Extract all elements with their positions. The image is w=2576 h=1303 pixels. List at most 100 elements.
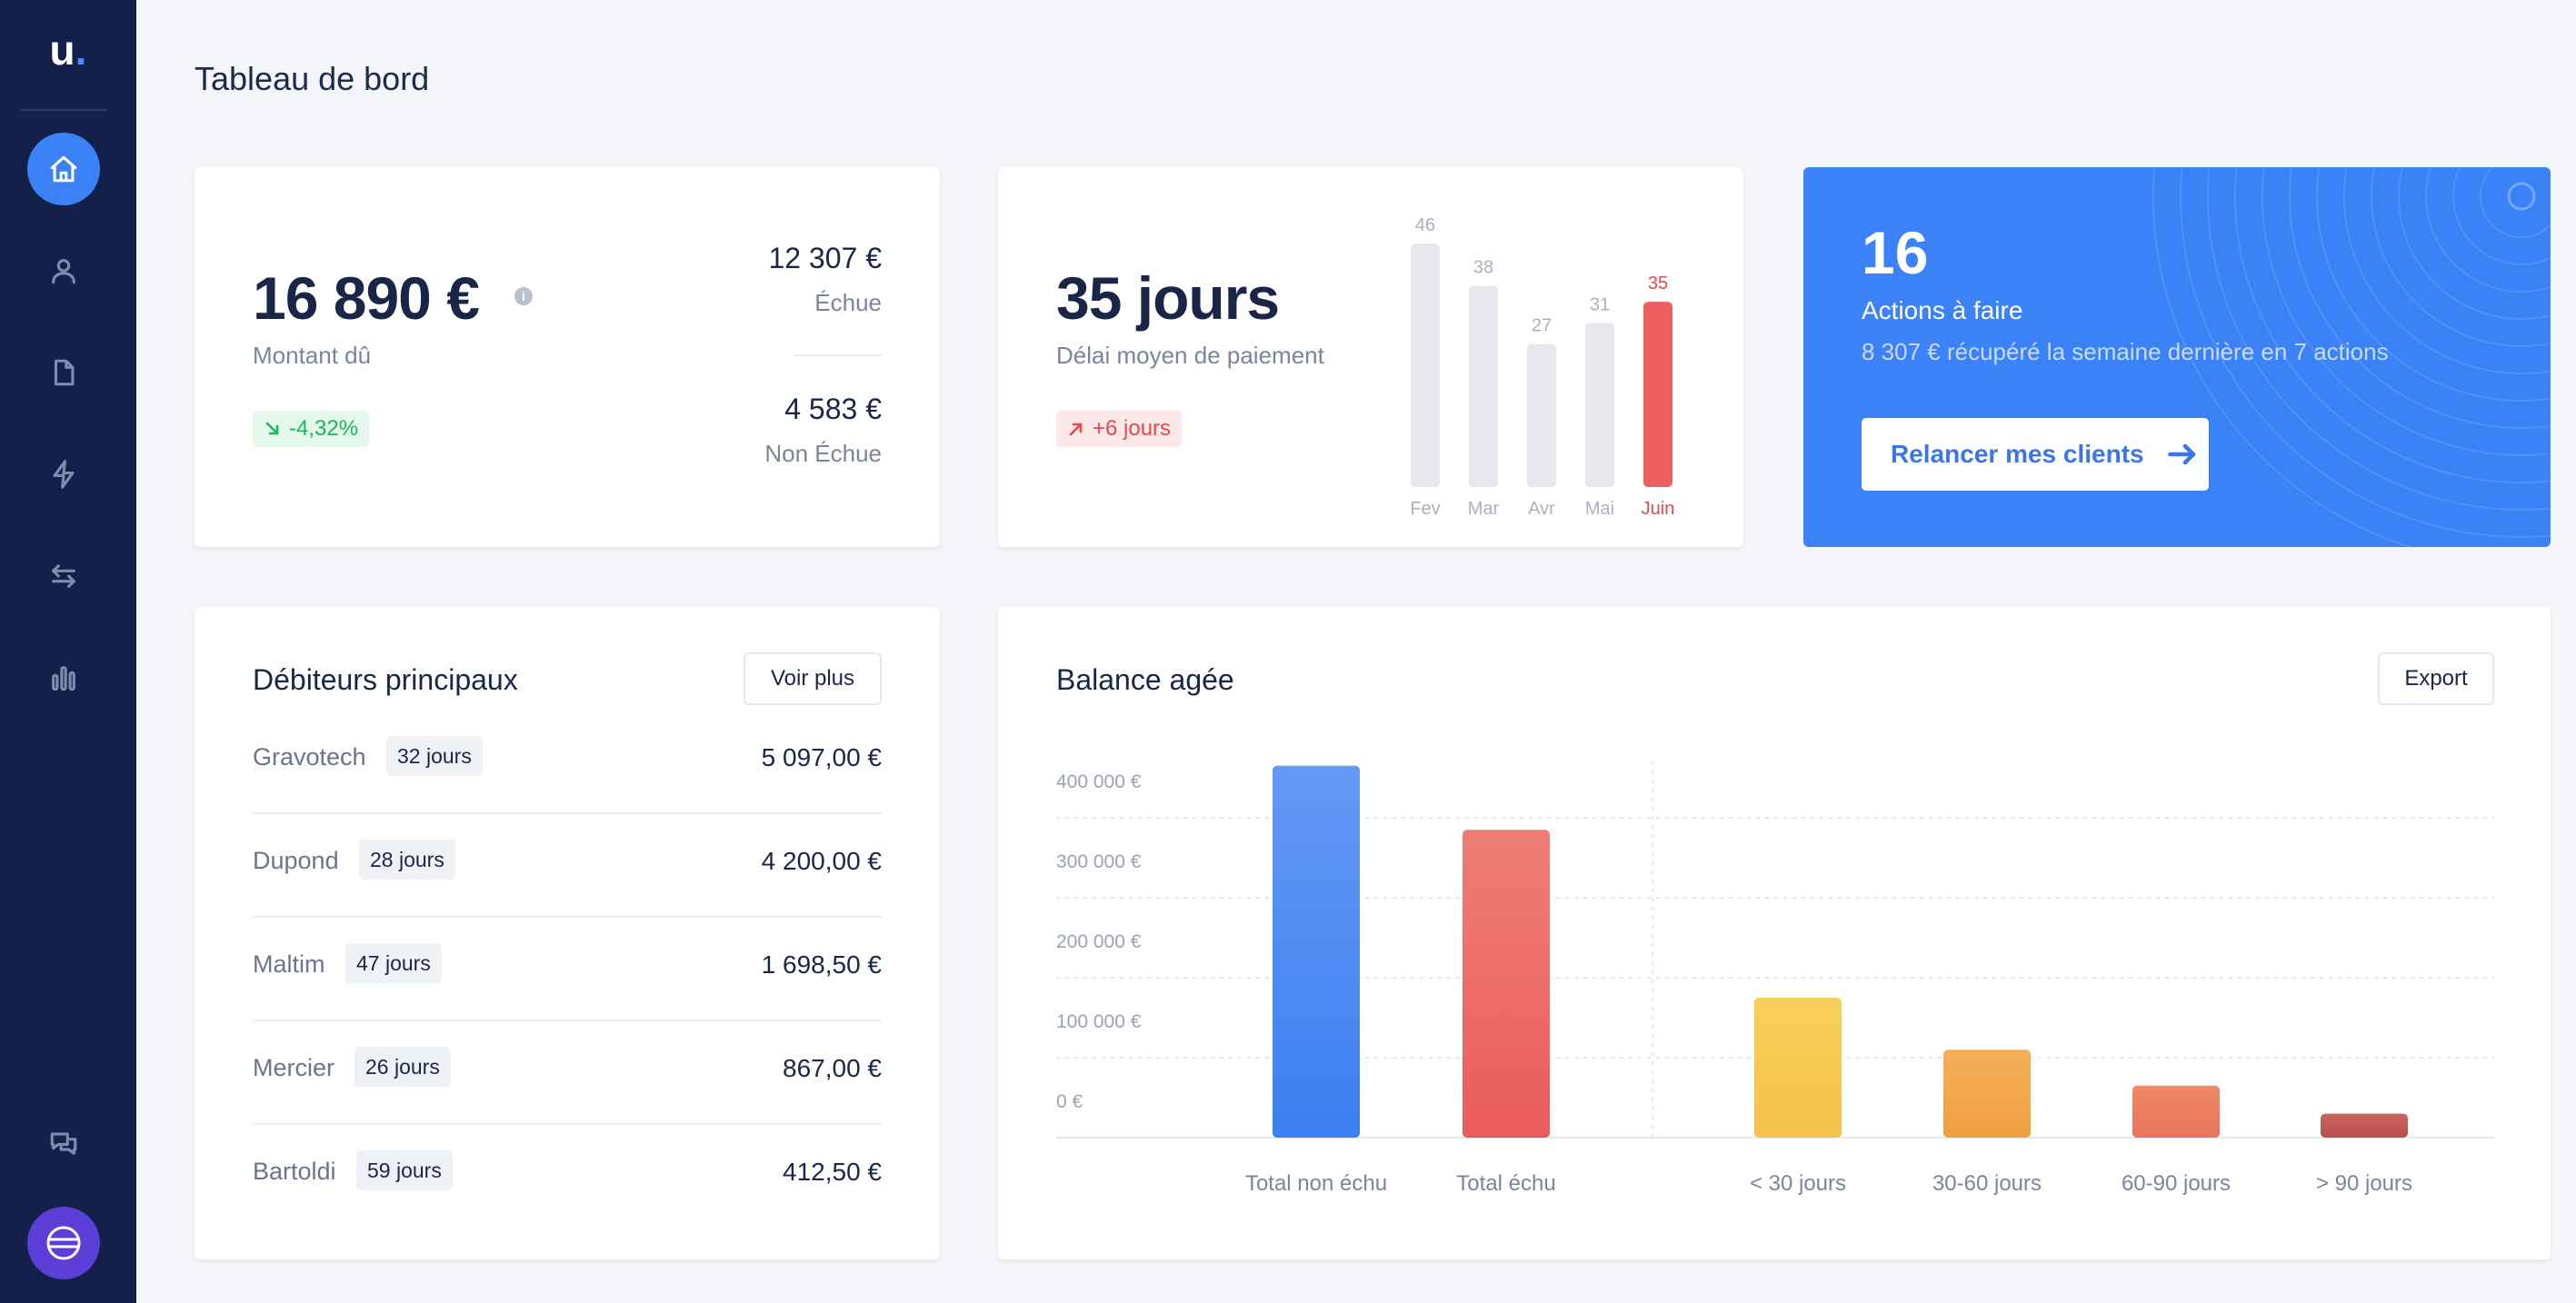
y-tick-label: 0 €	[1056, 1091, 1083, 1112]
mini-bar-value: 27	[1532, 316, 1552, 336]
debtor-name: Bartoldi	[253, 1158, 336, 1185]
y-tick-label: 200 000 €	[1056, 931, 1142, 952]
x-category-label: Total non échu	[1245, 1171, 1387, 1196]
mini-bar-value: 35	[1648, 274, 1668, 293]
y-tick-label: 300 000 €	[1056, 851, 1142, 872]
sidebar-divider	[20, 109, 107, 111]
x-category-label: Total échu	[1456, 1171, 1555, 1196]
mini-bar-label: Fev	[1410, 499, 1440, 519]
aged-bar	[2321, 1113, 2408, 1138]
debtor-row[interactable]: Maltim 47 jours 1 698,50 €	[253, 918, 882, 1021]
remind-clients-label: Relancer mes clients	[1891, 440, 2144, 468]
sidebar-item-analytics[interactable]	[27, 642, 100, 714]
debtor-amount: 5 097,00 €	[761, 743, 882, 771]
payment-delay-card: 35 jours Délai moyen de paiement +6 jour…	[998, 167, 1743, 547]
home-icon	[50, 155, 77, 183]
aged-balance-title: Balance agée	[1056, 663, 1234, 696]
sidebar-item-transactions[interactable]	[27, 540, 100, 612]
logo[interactable]: u.	[49, 26, 87, 74]
y-tick-label: 400 000 €	[1056, 771, 1142, 792]
debtor-row[interactable]: Gravotech 32 jours 5 097,00 €	[253, 711, 882, 814]
debtor-name: Gravotech	[253, 743, 366, 771]
sidebar-item-chat[interactable]	[27, 1107, 100, 1179]
decorative-rings	[2152, 167, 2551, 547]
top-debtors-card: Débiteurs principaux Voir plus Gravotech…	[195, 607, 940, 1259]
mini-bar-fev	[1411, 244, 1440, 487]
mini-bar-label: Mar	[1468, 499, 1500, 519]
lightning-icon	[53, 460, 75, 489]
mini-bar-mai	[1585, 323, 1614, 487]
sidebar: u.	[0, 0, 136, 1303]
debtor-days-badge: 32 jours	[386, 736, 483, 776]
amount-trend-value: -4,32%	[289, 416, 359, 441]
debtor-days-badge: 28 jours	[359, 840, 455, 880]
user-icon	[52, 259, 75, 284]
mini-bar-value: 38	[1473, 258, 1493, 278]
x-category-label: 60-90 jours	[2122, 1171, 2231, 1196]
actions-subtitle: 8 307 € récupéré la semaine dernière en …	[1862, 338, 2389, 365]
info-icon[interactable]: i	[514, 287, 533, 305]
monthly-delay-chart: 46 Fev 38 Mar 27 Avr 31 Mai 35 Juin	[1410, 215, 1675, 519]
amount-due-label: Montant dû	[253, 342, 372, 369]
mini-bar-label: Avr	[1528, 499, 1555, 519]
workspace-avatar-icon	[46, 1226, 81, 1260]
sidebar-item-clients[interactable]	[27, 234, 100, 307]
aged-balance-chart: 0 € 100 000 € 200 000 € 300 000 € 400 000 € T…	[1056, 761, 2494, 1196]
arrow-up-right-icon	[1069, 423, 1083, 436]
remind-clients-button[interactable]: Relancer mes clients	[1862, 418, 2209, 491]
actions-count: 16	[1862, 219, 1929, 286]
debtor-days-badge: 59 jours	[356, 1150, 453, 1190]
x-category-label: 30-60 jours	[1932, 1171, 2042, 1196]
debtor-days-badge: 26 jours	[354, 1047, 451, 1087]
page-title: Tableau de bord	[195, 60, 430, 97]
debtor-amount: 1 698,50 €	[761, 950, 882, 979]
mini-bar-juin	[1643, 302, 1672, 487]
mini-bar-label: Mai	[1585, 499, 1614, 519]
debtor-name: Dupond	[253, 847, 339, 874]
arrow-down-right-icon	[265, 422, 279, 435]
payment-delay-value: 35 jours	[1056, 264, 1280, 332]
document-icon	[54, 359, 75, 386]
actions-card: 16 Actions à faire 8 307 € récupéré la s…	[1803, 167, 2551, 547]
sidebar-item-home[interactable]	[27, 133, 100, 205]
debtor-row[interactable]: Mercier 26 jours 867,00 €	[253, 1021, 882, 1125]
aged-bar	[1754, 998, 1842, 1138]
debtor-name: Maltim	[253, 950, 325, 978]
due-label: Échue	[814, 289, 882, 316]
arrow-right-icon	[2167, 443, 2195, 465]
workspace-avatar[interactable]	[27, 1207, 100, 1279]
debtor-name: Mercier	[253, 1054, 335, 1081]
x-category-label: < 30 jours	[1750, 1171, 1846, 1196]
chat-icon	[50, 1132, 77, 1155]
aged-balance-card: Balance agée Export 0 € 100 000 € 200 000 …	[998, 607, 2551, 1259]
transfer-icon	[52, 564, 75, 588]
payment-delay-label: Délai moyen de paiement	[1056, 342, 1324, 369]
mini-bar-avr	[1527, 343, 1556, 487]
mini-bar-label: Juin	[1642, 499, 1675, 519]
x-category-label: > 90 jours	[2316, 1171, 2412, 1196]
bar-chart-icon	[52, 666, 75, 691]
aged-bar	[1273, 765, 1360, 1138]
amount-due-value: 16 890 €	[253, 264, 480, 332]
due-amount: 12 307 €	[768, 242, 882, 274]
export-button[interactable]: Export	[2378, 652, 2494, 705]
aged-bar	[2132, 1085, 2220, 1138]
aged-bar	[1943, 1049, 2031, 1138]
see-more-button[interactable]: Voir plus	[744, 652, 882, 705]
delay-trend-value: +6 jours	[1093, 416, 1172, 441]
mini-bar-value: 31	[1590, 294, 1610, 314]
delay-trend-badge: +6 jours	[1056, 411, 1183, 447]
debtor-row[interactable]: Bartoldi 59 jours 412,50 €	[253, 1125, 882, 1228]
debtor-amount: 4 200,00 €	[761, 847, 882, 875]
sidebar-item-actions[interactable]	[27, 438, 100, 511]
y-tick-label: 100 000 €	[1056, 1011, 1142, 1032]
mini-bar-mar	[1469, 285, 1498, 487]
amount-due-card: 16 890 € i Montant dû -4,32% 12 307 € Éc…	[195, 167, 940, 547]
sidebar-item-invoices[interactable]	[27, 336, 100, 409]
debtor-amount: 412,50 €	[783, 1158, 882, 1186]
aged-bar	[1463, 830, 1550, 1138]
top-debtors-title: Débiteurs principaux	[253, 663, 518, 696]
debtor-row[interactable]: Dupond 28 jours 4 200,00 €	[253, 814, 882, 918]
amount-divider	[794, 354, 882, 356]
not-due-amount: 4 583 €	[784, 393, 882, 425]
